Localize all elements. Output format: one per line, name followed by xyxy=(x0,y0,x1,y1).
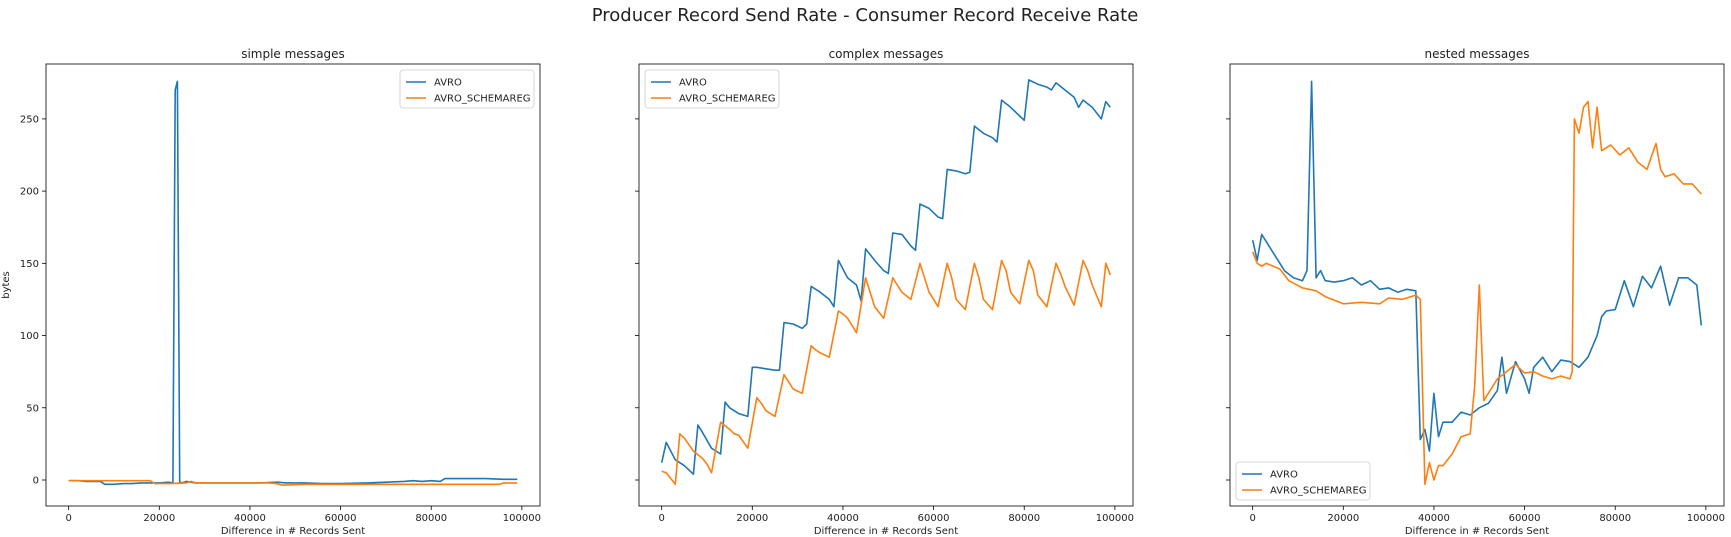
legend-box xyxy=(644,69,780,109)
legend: AVRO AVRO_SCHEMAREG xyxy=(1235,461,1371,501)
series-line-avro-schemareg xyxy=(661,259,1112,486)
y-tick-label: 200 xyxy=(20,187,39,198)
x-tick-label: 0 xyxy=(1249,513,1255,524)
legend-label: AVRO_SCHEMAREG xyxy=(434,94,531,105)
x-axis-label: Difference in # Records Sent xyxy=(221,526,365,537)
legend: AVRO AVRO_SCHEMAREG xyxy=(399,69,535,109)
series-line-avro xyxy=(68,80,518,486)
y-axis-label: bytes xyxy=(1,271,12,299)
y-tick-label: 0 xyxy=(33,476,39,487)
subplot-3: nested messages 0 20000 40000 60000 80000 1000… xyxy=(1226,47,1725,537)
x-tick-label: 0 xyxy=(65,513,71,524)
legend-label: AVRO xyxy=(434,78,462,89)
legend-label: AVRO xyxy=(1270,470,1298,481)
subplot-title: nested messages xyxy=(1425,47,1530,61)
subplot-title: complex messages xyxy=(829,47,944,61)
figure-title: Producer Record Send Rate - Consumer Rec… xyxy=(592,5,1139,26)
y-tick-label: 250 xyxy=(20,114,39,125)
series-line-avro xyxy=(660,79,1111,476)
x-tick-label: 40000 xyxy=(234,513,266,524)
x-axis-label: Difference in # Records Sent xyxy=(814,526,958,537)
legend-box xyxy=(1235,461,1371,501)
x-tick-label: 20000 xyxy=(736,513,768,524)
x-tick-label: 40000 xyxy=(1418,513,1450,524)
x-tick-label: 60000 xyxy=(1509,513,1541,524)
x-tick-label: 100000 xyxy=(1687,513,1725,524)
y-tick-label: 50 xyxy=(26,403,39,414)
subplot-title: simple messages xyxy=(241,47,345,61)
x-tick-label: 80000 xyxy=(1599,513,1631,524)
x-tick-label: 20000 xyxy=(143,513,175,524)
axes-frame xyxy=(638,63,1134,507)
y-tick-label: 150 xyxy=(20,259,39,270)
legend: AVRO AVRO_SCHEMAREG xyxy=(644,69,780,109)
x-tick-label: 100000 xyxy=(503,513,541,524)
x-tick-label: 80000 xyxy=(1008,513,1040,524)
axes-frame xyxy=(45,63,541,507)
series-line-avro xyxy=(1251,80,1703,452)
x-axis-label: Difference in # Records Sent xyxy=(1405,526,1549,537)
axes-frame xyxy=(1229,63,1725,507)
x-tick-label: 100000 xyxy=(1096,513,1134,524)
x-tick-label: 40000 xyxy=(827,513,859,524)
subplot-2: complex messages 0 20000 40000 60000 80000 100… xyxy=(635,47,1134,537)
legend-label: AVRO xyxy=(679,78,707,89)
legend-label: AVRO_SCHEMAREG xyxy=(679,94,776,105)
y-tick-label: 100 xyxy=(20,331,39,342)
x-tick-label: 20000 xyxy=(1327,513,1359,524)
x-tick-label: 0 xyxy=(658,513,664,524)
x-tick-label: 60000 xyxy=(918,513,950,524)
series-line-avro-schemareg xyxy=(68,479,518,486)
series-line-avro-schemareg xyxy=(1251,100,1702,486)
x-tick-label: 80000 xyxy=(415,513,447,524)
legend-label: AVRO_SCHEMAREG xyxy=(1270,486,1367,497)
x-tick-label: 60000 xyxy=(325,513,357,524)
legend-box xyxy=(399,69,535,109)
